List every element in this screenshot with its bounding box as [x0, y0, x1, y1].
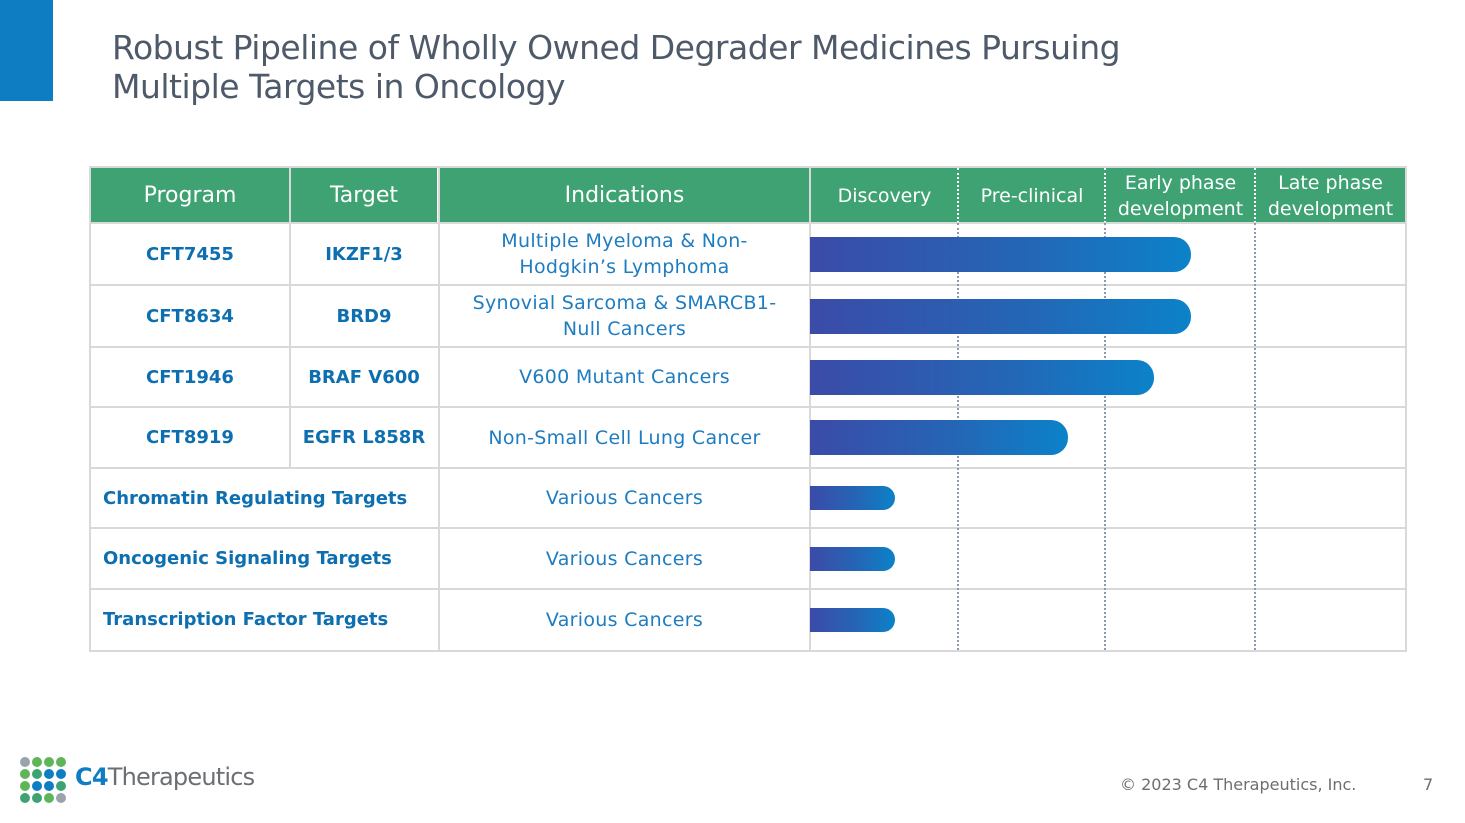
- header-stage-3-line-2: development: [1117, 197, 1244, 220]
- header-stage-4-line-1: Late phase: [1278, 171, 1383, 194]
- indication-line: Null Cancers: [562, 318, 687, 340]
- target-name: IKZF1/3: [325, 243, 403, 265]
- indication: Synovial Sarcoma & SMARCB1- Null Cancers: [440, 285, 809, 347]
- table-bottom-border: [89, 650, 1407, 652]
- title-line-2: Multiple Targets in Oncology: [112, 67, 565, 106]
- progress-bar: [810, 237, 1191, 272]
- row-divider: [89, 467, 1407, 469]
- row-divider: [89, 346, 1407, 348]
- logo-dot: [20, 781, 30, 791]
- target-name: EGFR L858R: [302, 427, 426, 448]
- logo-dot: [32, 769, 42, 779]
- title-line-1: Robust Pipeline of Wholly Owned Degrader…: [112, 28, 1121, 67]
- header-stage-3-line-1: Early phase: [1124, 171, 1237, 194]
- logo-dot: [20, 793, 30, 803]
- target-group-name: Oncogenic Signaling Targets: [103, 548, 392, 569]
- indication: Various Cancers: [545, 608, 704, 631]
- indication: Various Cancers: [545, 487, 704, 509]
- pipeline-table: Program Target Indications Discovery Pre-…: [89, 166, 1407, 652]
- program-name: CFT1946: [146, 366, 234, 388]
- program-name: CFT7455: [146, 243, 234, 265]
- program-name: CFT8634: [146, 305, 234, 327]
- indication: Multiple Myeloma & Non- Hodgkin’s Lymphom…: [440, 223, 809, 285]
- header-stage-divider: [1254, 168, 1256, 223]
- target-group-name: Transcription Factor Targets: [103, 609, 389, 630]
- progress-bar: [810, 299, 1191, 334]
- logo-word: Therapeutics: [107, 763, 255, 791]
- header-stage-4-line-2: development: [1267, 197, 1394, 220]
- row-divider: [89, 406, 1407, 408]
- target-name: BRD9: [336, 305, 392, 327]
- logo-dot: [32, 757, 42, 767]
- row-divider: [89, 222, 1407, 224]
- slide-title: Robust Pipeline of Wholly Owned Degrader…: [112, 28, 1362, 106]
- row-divider: [89, 284, 1407, 286]
- copyright: © 2023 C4 Therapeutics, Inc.: [1120, 775, 1357, 794]
- logo-dot: [20, 769, 30, 779]
- target-group-name: Chromatin Regulating Targets: [103, 487, 408, 509]
- progress-bar: [810, 360, 1154, 395]
- header-stage-1: Discovery: [811, 168, 958, 223]
- progress-bar: [810, 547, 895, 571]
- table-right-border: [1405, 166, 1407, 652]
- program-name: CFT8919: [146, 427, 234, 448]
- logo-wordmark: C4Therapeutics: [75, 763, 255, 791]
- logo-dot: [56, 781, 66, 791]
- logo-dot: [20, 757, 30, 767]
- page-number: 7: [1423, 775, 1434, 794]
- indication-line: Multiple Myeloma & Non-: [501, 230, 748, 252]
- table-left-border: [89, 166, 91, 652]
- indication-line: V600 Mutant Cancers: [519, 366, 730, 388]
- header-program: Program: [91, 168, 289, 223]
- logo-dot: [44, 769, 54, 779]
- logo-dot: [44, 793, 54, 803]
- progress-bar: [810, 608, 895, 632]
- column-divider-gantt: [809, 166, 811, 652]
- indication: Non-Small Cell Lung Cancer: [440, 407, 809, 468]
- indication: V600 Mutant Cancers: [440, 347, 809, 407]
- table-top-border: [89, 166, 1407, 168]
- row-divider: [89, 588, 1407, 590]
- stage-divider: [1104, 223, 1106, 650]
- logo-mark: C4: [75, 763, 109, 791]
- header-stage-1-line-1: Discovery: [837, 184, 932, 207]
- progress-bar: [810, 486, 895, 510]
- indication-line: Non-Small Cell Lung Cancer: [488, 426, 761, 449]
- logo-dot: [44, 757, 54, 767]
- header-stage-2: Pre-clinical: [959, 168, 1105, 223]
- header-stage-3: Early phase development: [1106, 168, 1255, 223]
- accent-bar: [0, 0, 53, 101]
- company-logo: C4Therapeutics: [20, 757, 260, 805]
- row-divider: [89, 527, 1407, 529]
- column-divider-indications: [438, 166, 440, 652]
- indication-line: Hodgkin’s Lymphoma: [519, 256, 730, 278]
- header-target: Target: [291, 168, 437, 223]
- logo-dot: [32, 781, 42, 791]
- logo-dot: [56, 793, 66, 803]
- target-name: BRAF V600: [308, 366, 420, 388]
- progress-bar: [810, 420, 1068, 455]
- logo-dot: [56, 757, 66, 767]
- header-stage-2-line-1: Pre-clinical: [980, 184, 1084, 207]
- header-stage-divider: [957, 168, 959, 223]
- column-divider-program: [289, 166, 291, 469]
- indication: Various Cancers: [545, 547, 704, 570]
- logo-dot: [44, 781, 54, 791]
- header-stage-divider: [1104, 168, 1106, 223]
- header-stage-4: Late phase development: [1256, 168, 1405, 223]
- indication-line: Synovial Sarcoma & SMARCB1-: [472, 292, 777, 314]
- logo-dot: [32, 793, 42, 803]
- stage-divider: [1254, 223, 1256, 650]
- header-indications: Indications: [440, 168, 809, 223]
- logo-dot: [56, 769, 66, 779]
